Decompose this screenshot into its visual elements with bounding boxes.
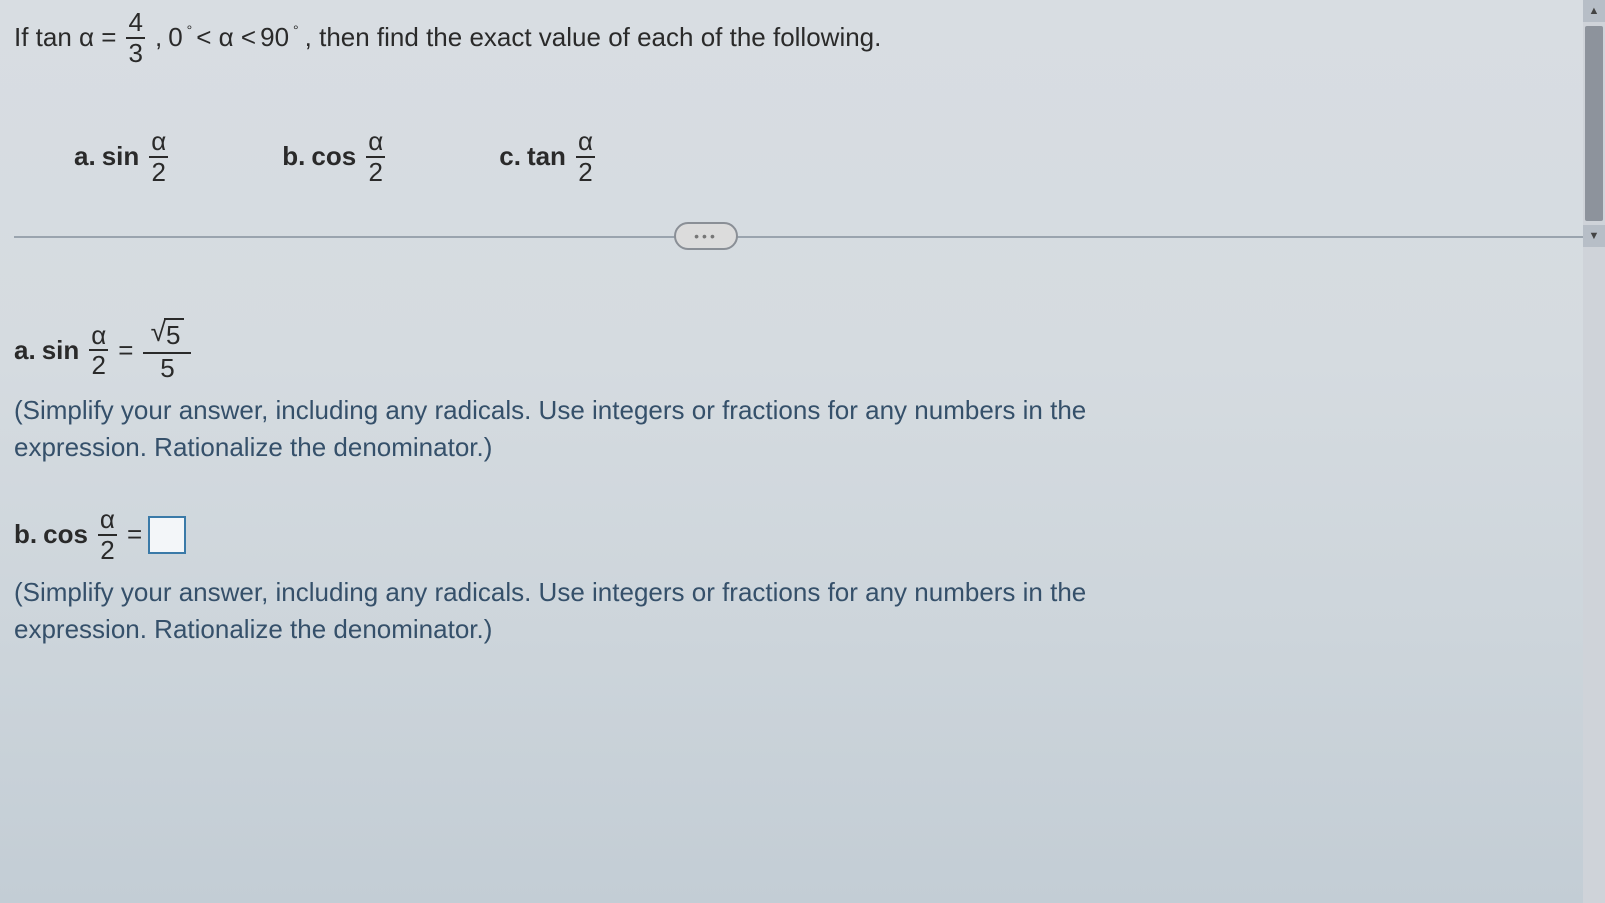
two: 2 (576, 158, 594, 187)
problem-content: If tan α = 4 3 , 0° < α < 90° , then fin… (0, 0, 1605, 695)
range: 0° < α < 90° (168, 22, 298, 53)
five: 5 (158, 354, 176, 383)
part-b-fn: cos (311, 141, 356, 172)
hint-b: (Simplify your answer, including any rad… (14, 574, 1164, 647)
ans-b-arg: α 2 (98, 505, 117, 564)
stem-suffix: , then find the exact value of each of t… (305, 22, 882, 53)
ans-a-label: a. (14, 335, 36, 366)
part-c-arg: α 2 (576, 127, 595, 186)
part-a-arg: α 2 (149, 127, 168, 186)
ans-a-value: √ 5 5 (143, 318, 191, 382)
parts-row: a. sin α 2 b. cos α 2 c. tan α 2 (74, 127, 1591, 186)
eq: = (118, 335, 133, 366)
frac-num: 4 (126, 8, 144, 37)
sqrt-icon: √ 5 (151, 318, 185, 351)
divider: ••• (14, 236, 1591, 238)
stem-prefix: If tan α = (14, 22, 116, 53)
two: 2 (367, 158, 385, 187)
divider-line (14, 236, 1591, 238)
two: 2 (98, 536, 116, 565)
radicand: 5 (164, 318, 184, 351)
scroll-down-button[interactable]: ▼ (1583, 225, 1605, 247)
answer-b-line: b. cos α 2 = (14, 505, 1591, 564)
ans-a-arg: α 2 (89, 321, 108, 380)
alpha: α (89, 321, 108, 350)
alpha: α (366, 127, 385, 156)
ans-a-fn: sin (42, 335, 80, 366)
answer-a-block: a. sin α 2 = √ 5 5 (Simplify your answer… (14, 318, 1591, 465)
question-stem: If tan α = 4 3 , 0° < α < 90° , then fin… (14, 8, 1591, 67)
scrollbar: ▲ ▼ (1583, 0, 1605, 903)
eq: = (127, 519, 142, 550)
alpha: α (576, 127, 595, 156)
part-c-label: c. (499, 141, 521, 172)
fraction-4-3: 4 3 (126, 8, 144, 67)
alpha: α (98, 505, 117, 534)
dots-icon: ••• (694, 228, 718, 244)
answer-b-block: b. cos α 2 = (Simplify your answer, incl… (14, 505, 1591, 647)
lt: < α < (196, 22, 256, 53)
part-b: b. cos α 2 (282, 127, 389, 186)
comma: , (155, 22, 162, 53)
part-a: a. sin α 2 (74, 127, 172, 186)
part-b-label: b. (282, 141, 305, 172)
part-a-label: a. (74, 141, 96, 172)
part-c: c. tan α 2 (499, 127, 599, 186)
deg1: ° (187, 22, 193, 38)
two: 2 (90, 351, 108, 380)
scroll-up-button[interactable]: ▲ (1583, 0, 1605, 22)
part-c-fn: tan (527, 141, 566, 172)
frac-den: 3 (126, 39, 144, 68)
deg2: ° (293, 22, 299, 38)
part-a-fn: sin (102, 141, 140, 172)
answer-b-input[interactable] (148, 516, 186, 554)
hint-a: (Simplify your answer, including any rad… (14, 392, 1164, 465)
scroll-thumb[interactable] (1585, 26, 1603, 221)
ans-b-label: b. (14, 519, 37, 550)
ninety: 90 (260, 22, 289, 53)
expand-pill[interactable]: ••• (674, 222, 738, 250)
sqrt5: √ 5 (149, 318, 187, 351)
alpha: α (149, 127, 168, 156)
ans-b-fn: cos (43, 519, 88, 550)
two: 2 (150, 158, 168, 187)
part-b-arg: α 2 (366, 127, 385, 186)
answer-a-line: a. sin α 2 = √ 5 5 (14, 318, 1591, 382)
zero: 0 (168, 22, 182, 53)
